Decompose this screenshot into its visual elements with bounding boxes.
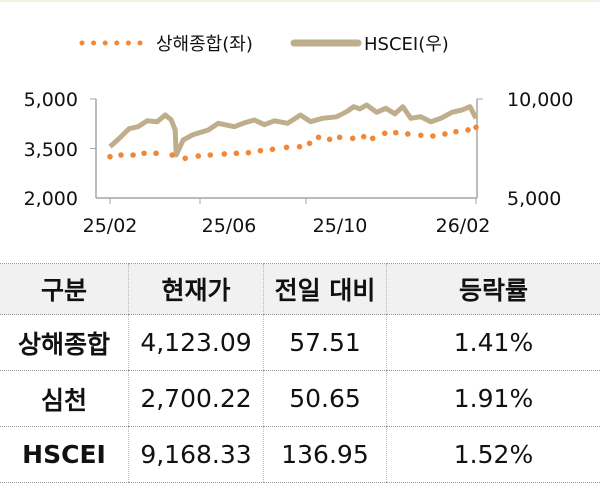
x-tick-label: 25/02 (83, 215, 138, 237)
x-tick-label: 25/10 (313, 215, 368, 237)
shanghai-point (234, 150, 240, 156)
shanghai-point (270, 147, 276, 153)
index-chart: 상해종합(좌) HSCEI(우) 5,000 3,500 2,000 10,00… (0, 0, 600, 250)
row-price: 2,700.22 (129, 371, 264, 427)
row-change-rate: 1.52% (387, 427, 600, 483)
shanghai-point (107, 154, 113, 160)
row-change: 57.51 (264, 315, 387, 371)
shanghai-point (337, 135, 343, 141)
shanghai-point (361, 134, 367, 140)
x-tick-label: 25/06 (202, 215, 257, 237)
y-left-tick-label: 5,000 (24, 89, 78, 111)
row-change: 50.65 (264, 371, 387, 427)
shanghai-point (130, 152, 136, 158)
shanghai-point (307, 141, 313, 147)
shanghai-point (405, 131, 411, 137)
row-name: 상해종합 (0, 315, 129, 371)
shanghai-point (258, 148, 264, 154)
index-table: 구분 현재가 전일 대비 등락률 상해종합 4,123.09 57.51 1.4… (0, 263, 600, 483)
header-change-rate: 등락률 (387, 264, 600, 315)
header-category: 구분 (0, 264, 129, 315)
table-row: HSCEI 9,168.33 136.95 1.52% (0, 427, 600, 483)
x-tick-label: 26/02 (436, 215, 491, 237)
y-right-tick-label: 10,000 (507, 89, 573, 111)
shanghai-point (430, 133, 436, 139)
y-left-tick-label: 3,500 (24, 139, 78, 161)
shanghai-point (418, 133, 424, 139)
shanghai-point (141, 150, 147, 156)
shanghai-point (327, 137, 333, 143)
plot-area (107, 105, 479, 161)
table-header-row: 구분 현재가 전일 대비 등락률 (0, 264, 600, 315)
table-row: 상해종합 4,123.09 57.51 1.41% (0, 315, 600, 371)
shanghai-point (153, 150, 159, 156)
shanghai-point (465, 127, 471, 133)
header-change: 전일 대비 (264, 264, 387, 315)
shanghai-point (182, 156, 188, 162)
y-left-tick-label: 2,000 (24, 188, 78, 210)
y-right-tick-label: 5,000 (507, 188, 561, 210)
row-price: 4,123.09 (129, 315, 264, 371)
shanghai-point (222, 151, 228, 157)
shanghai-point (350, 136, 356, 142)
shanghai-point (195, 153, 201, 159)
hscei-line (110, 105, 476, 155)
shanghai-point (316, 135, 322, 141)
row-price: 9,168.33 (129, 427, 264, 483)
shanghai-point (118, 152, 124, 158)
shanghai-point (297, 144, 303, 150)
row-change: 136.95 (264, 427, 387, 483)
shanghai-point (370, 136, 376, 142)
legend-label-shanghai: 상해종합(좌) (156, 34, 253, 55)
legend-label-hscei: HSCEI(우) (364, 34, 449, 55)
row-name: 심천 (0, 371, 129, 427)
header-price: 현재가 (129, 264, 264, 315)
shanghai-point (169, 152, 175, 158)
legend: 상해종합(좌) HSCEI(우) (82, 34, 449, 55)
shanghai-point (284, 145, 290, 151)
row-change-rate: 1.41% (387, 315, 600, 371)
shanghai-point (207, 152, 213, 158)
shanghai-point (382, 131, 388, 137)
shanghai-point (473, 125, 479, 131)
shanghai-point (442, 131, 448, 137)
axes: 5,000 3,500 2,000 10,000 5,000 25/02 25/… (24, 89, 574, 237)
shanghai-point (246, 150, 252, 156)
table-row: 심천 2,700.22 50.65 1.91% (0, 371, 600, 427)
shanghai-point (453, 129, 459, 135)
row-name: HSCEI (0, 427, 129, 483)
row-change-rate: 1.91% (387, 371, 600, 427)
shanghai-point (393, 130, 399, 136)
